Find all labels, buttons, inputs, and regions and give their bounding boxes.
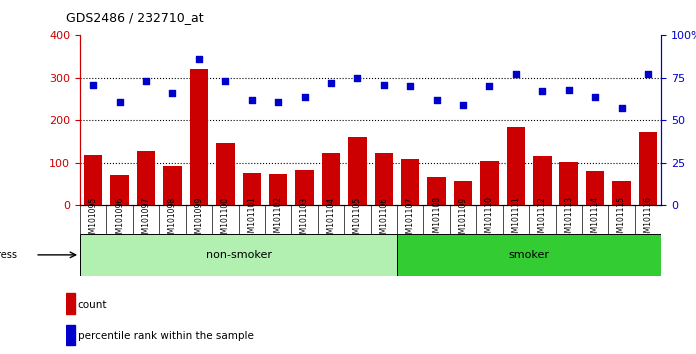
Point	[167, 90, 178, 96]
Text: GSM101111: GSM101111	[512, 196, 521, 242]
Text: GSM101115: GSM101115	[617, 196, 626, 242]
Bar	[164, 166, 182, 205]
Point	[642, 72, 654, 77]
Bar	[480, 161, 499, 205]
Point	[431, 97, 442, 103]
Point	[246, 97, 258, 103]
Text: GSM101106: GSM101106	[379, 196, 388, 242]
Bar	[374, 153, 393, 205]
Point	[141, 79, 152, 84]
Text: GSM101107: GSM101107	[406, 196, 415, 242]
Text: GSM101108: GSM101108	[432, 196, 441, 242]
Point	[352, 75, 363, 81]
Point	[273, 99, 284, 104]
Text: GSM101116: GSM101116	[644, 196, 652, 242]
Bar	[190, 69, 208, 205]
Bar	[401, 159, 420, 205]
Bar	[454, 181, 473, 205]
Point	[220, 79, 231, 84]
Text: GSM101098: GSM101098	[168, 196, 177, 242]
Bar	[137, 152, 155, 205]
Text: count: count	[78, 299, 107, 310]
Text: GSM101097: GSM101097	[141, 196, 150, 242]
Text: GSM101101: GSM101101	[247, 196, 256, 242]
Text: stress: stress	[0, 250, 17, 260]
Bar	[427, 177, 446, 205]
Text: non-smoker: non-smoker	[205, 250, 271, 260]
Point	[457, 102, 468, 108]
Text: GSM101100: GSM101100	[221, 196, 230, 242]
Bar	[507, 127, 525, 205]
Bar	[242, 173, 261, 205]
Bar	[533, 156, 551, 205]
Text: GDS2486 / 232710_at: GDS2486 / 232710_at	[66, 11, 204, 24]
Text: GSM101112: GSM101112	[538, 196, 547, 242]
Text: GSM101099: GSM101099	[194, 196, 203, 242]
Point	[616, 105, 627, 111]
Point	[484, 84, 495, 89]
Text: GSM101102: GSM101102	[274, 196, 283, 242]
Text: GSM101095: GSM101095	[89, 196, 97, 242]
Text: GSM101109: GSM101109	[459, 196, 468, 242]
Text: GSM101096: GSM101096	[115, 196, 124, 242]
Point	[299, 94, 310, 99]
Bar	[80, 234, 397, 276]
Text: GSM101110: GSM101110	[485, 196, 494, 242]
Text: GSM101104: GSM101104	[326, 196, 335, 242]
Text: GSM101103: GSM101103	[300, 196, 309, 242]
Bar	[348, 137, 367, 205]
Bar	[66, 325, 74, 346]
Bar	[586, 171, 604, 205]
Bar	[66, 293, 74, 314]
Text: GSM101114: GSM101114	[591, 196, 600, 242]
Point	[326, 80, 337, 86]
Point	[537, 88, 548, 94]
Bar	[269, 174, 287, 205]
Bar	[322, 153, 340, 205]
Text: GSM101105: GSM101105	[353, 196, 362, 242]
Bar	[111, 175, 129, 205]
Point	[404, 84, 416, 89]
Bar	[216, 143, 235, 205]
Bar	[560, 161, 578, 205]
Bar	[84, 155, 102, 205]
Text: GSM101113: GSM101113	[564, 196, 574, 242]
Point	[193, 56, 205, 62]
Point	[590, 94, 601, 99]
Point	[88, 82, 99, 87]
Text: smoker: smoker	[509, 250, 550, 260]
Point	[563, 87, 574, 93]
Bar	[639, 132, 657, 205]
Text: percentile rank within the sample: percentile rank within the sample	[78, 331, 253, 342]
Bar	[397, 234, 661, 276]
Point	[510, 72, 521, 77]
Bar	[612, 181, 631, 205]
Bar	[295, 171, 314, 205]
Point	[378, 82, 389, 87]
Point	[114, 99, 125, 104]
